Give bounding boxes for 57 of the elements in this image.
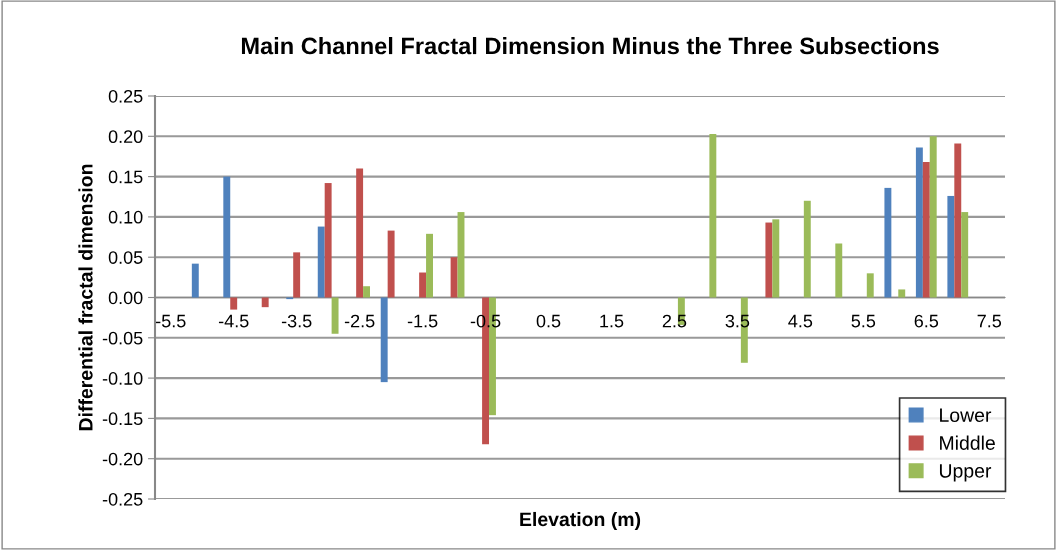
bar (929, 136, 937, 298)
bar (356, 168, 364, 298)
y-tick-label: -0.10 (102, 372, 143, 385)
bar (419, 272, 427, 298)
x-tick-label: -2.5 (344, 314, 375, 328)
bar (765, 222, 773, 298)
bar (293, 252, 301, 298)
bar (772, 219, 780, 298)
bar (223, 176, 231, 298)
bar (866, 273, 874, 298)
bar (709, 133, 717, 298)
bar (261, 297, 269, 308)
bar (961, 212, 969, 298)
chart-title: Main Channel Fractal Dimension Minus the Three Subsections (241, 37, 939, 55)
bar (898, 289, 906, 298)
x-tick-label: 7.5 (977, 314, 1002, 328)
legend-label: Lower (940, 408, 992, 423)
bar (387, 230, 395, 298)
y-tick-label: 0.25 (108, 89, 143, 103)
x-tick-label: -1.5 (407, 314, 438, 328)
bar (835, 243, 843, 298)
legend-label: Middle (940, 435, 995, 450)
bar (191, 263, 199, 298)
bar (947, 195, 955, 298)
y-tick-label: 0.15 (108, 170, 143, 184)
x-tick-label: 4.5 (788, 314, 813, 328)
legend-label: Upper (939, 464, 992, 482)
y-tick-label: -0.05 (102, 331, 143, 345)
bar (954, 143, 962, 298)
bar (331, 297, 339, 334)
y-tick-label: -0.15 (102, 412, 143, 426)
y-tick-label: -0.20 (102, 452, 143, 466)
bar (426, 233, 433, 298)
y-axis-title: Differential fractal dimension (78, 164, 93, 431)
y-tick-label: 0.20 (108, 130, 143, 144)
bar (230, 297, 238, 310)
x-tick-label: 1.5 (600, 314, 624, 328)
y-tick-label: 0.10 (108, 210, 143, 224)
bar (380, 297, 388, 383)
bar (884, 187, 892, 298)
bar (915, 147, 923, 298)
x-tick-label: -3.5 (281, 314, 312, 328)
bar (363, 286, 371, 298)
y-tick-label: 0.05 (108, 251, 143, 264)
y-tick-label: 0.00 (108, 291, 143, 305)
bar (803, 200, 811, 298)
bar (317, 226, 325, 298)
bar (922, 162, 930, 298)
x-tick-label: 0.5 (536, 314, 561, 328)
x-tick-label: 6.5 (914, 314, 939, 328)
bar (324, 183, 332, 298)
bar (450, 257, 458, 298)
x-tick-label: -5.5 (155, 314, 186, 328)
y-tick-label: -0.25 (102, 492, 143, 506)
x-axis-title: Elevation (m) (520, 511, 641, 531)
x-tick-label: -4.5 (218, 314, 249, 328)
x-tick-label: 5.5 (851, 314, 876, 328)
